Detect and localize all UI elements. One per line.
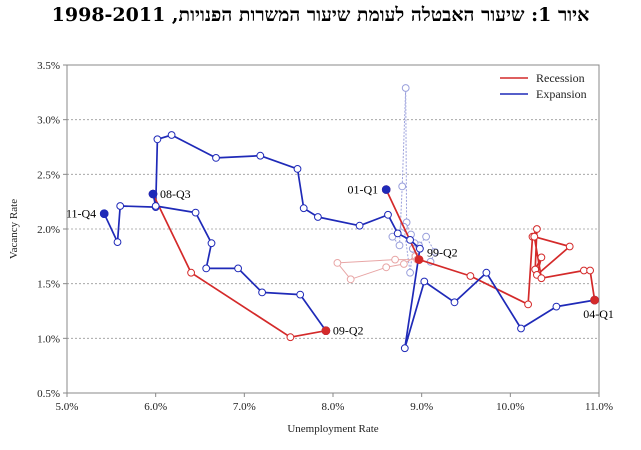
point-label: 08-Q3 (160, 187, 191, 201)
series-recession-light-1 (333, 252, 422, 284)
highlight-point (321, 326, 331, 336)
legend-label-expansion: Expansion (536, 87, 587, 101)
data-point (537, 253, 546, 262)
data-point (393, 229, 402, 238)
x-tick-label: 6.0% (144, 401, 167, 413)
data-point (286, 333, 295, 342)
data-point (401, 84, 410, 92)
legend: Recession Expansion (500, 71, 587, 101)
data-point (406, 268, 415, 277)
data-point (398, 182, 407, 191)
data-point (537, 274, 546, 283)
series-group (99, 84, 599, 353)
x-tick-label: 7.0% (233, 401, 256, 413)
data-point (391, 255, 400, 264)
data-point (234, 264, 243, 273)
y-tick-label: 0.5% (37, 388, 60, 400)
data-point (202, 264, 211, 273)
x-ticks: 5.0% 6.0% 7.0% 8.0% 9.0% 10.0% 11.0% (56, 393, 613, 413)
data-point (299, 204, 308, 213)
data-point (395, 241, 404, 250)
data-point (400, 344, 409, 353)
highlight-point (590, 295, 599, 305)
data-point (212, 154, 220, 162)
series-line (152, 193, 327, 332)
x-tick-label: 8.0% (322, 401, 345, 413)
data-point (151, 202, 160, 210)
data-point (207, 239, 216, 248)
data-point (384, 210, 392, 219)
data-point (517, 324, 525, 333)
gridlines (67, 119, 599, 339)
highlight-point (99, 209, 109, 218)
data-point (314, 213, 322, 221)
data-point (258, 288, 267, 297)
x-tick-label: 9.0% (410, 401, 433, 413)
x-axis-label: Unemployment Rate (287, 423, 378, 435)
data-point (552, 302, 561, 311)
y-ticks: 0.5% 1.0% 1.5% 2.0% 2.5% 3.0% 3.5% (37, 60, 67, 400)
data-point (420, 277, 429, 286)
data-point (333, 259, 342, 267)
point-label: 11-Q4 (66, 207, 96, 221)
y-tick-label: 2.0% (37, 224, 60, 236)
data-point (382, 263, 391, 272)
x-tick-label: 5.0% (56, 401, 79, 413)
data-point (191, 208, 200, 217)
data-point (565, 242, 574, 251)
data-point (524, 300, 532, 309)
data-point (406, 236, 415, 244)
point-label: 04-Q1 (583, 307, 614, 321)
chart-title: איור 1: שיעור האבטלה לעומת שיעור המשרות … (51, 4, 590, 26)
y-tick-label: 3.5% (37, 60, 60, 72)
y-tick-label: 2.5% (37, 169, 60, 181)
data-point (167, 131, 176, 139)
y-tick-label: 3.0% (37, 115, 60, 127)
data-point (416, 244, 424, 253)
point-label: 01-Q1 (348, 183, 379, 197)
data-point (355, 221, 364, 230)
data-point (482, 268, 491, 277)
data-point (256, 151, 265, 160)
data-point (346, 275, 355, 284)
point-labels: 11-Q4 08-Q3 09-Q2 01-Q1 99-Q2 04-Q1 (66, 183, 614, 338)
data-point (530, 232, 539, 241)
data-point (422, 232, 431, 241)
y-axis-label: Vacancy Rate (8, 199, 20, 259)
data-point (153, 135, 162, 144)
data-point (116, 202, 125, 210)
data-point (400, 260, 408, 268)
data-point (586, 266, 594, 275)
data-point (450, 298, 459, 307)
legend-label-recession: Recession (536, 71, 585, 85)
highlight-point (381, 185, 391, 194)
y-tick-label: 1.0% (37, 333, 60, 345)
data-point (533, 225, 541, 233)
data-point (466, 272, 475, 280)
point-label: 99-Q2 (427, 246, 458, 260)
series-line (152, 193, 327, 339)
series-expansion-3 (99, 131, 599, 353)
highlight-point (148, 189, 158, 199)
x-tick-label: 10.0% (496, 401, 524, 413)
y-tick-label: 1.5% (37, 279, 60, 291)
data-point (296, 290, 305, 299)
data-point (113, 238, 122, 247)
highlight-point (414, 255, 424, 264)
x-tick-label: 11.0% (585, 401, 613, 413)
data-point (431, 248, 439, 256)
point-label: 09-Q2 (333, 324, 364, 338)
data-point (187, 268, 196, 277)
series-line (103, 134, 595, 350)
data-point (293, 165, 302, 173)
